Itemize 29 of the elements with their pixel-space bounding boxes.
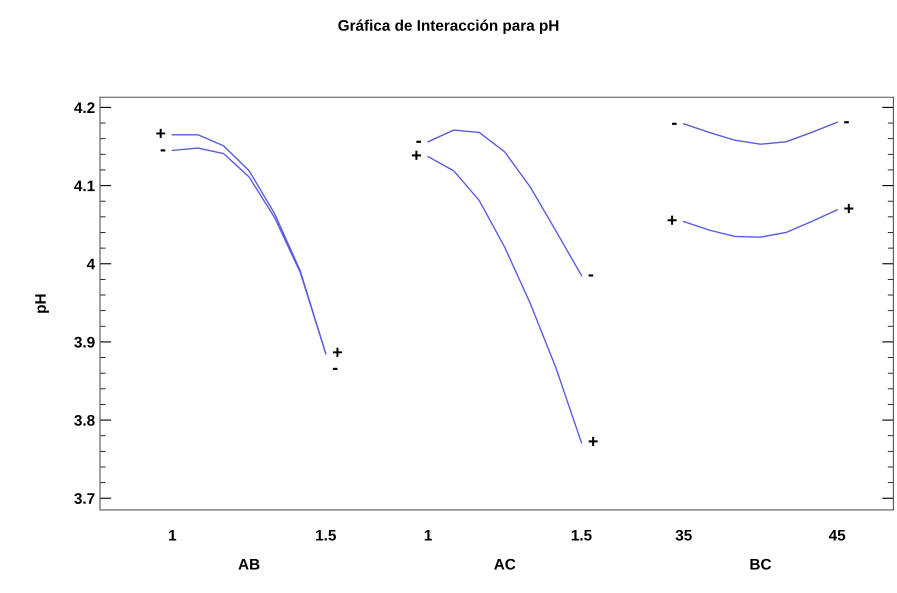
x-tick-label: 45 (828, 530, 846, 541)
x-tick-label: 1.5 (572, 530, 592, 541)
text: + (844, 204, 854, 214)
series-label: - (588, 274, 594, 277)
chart-title: Gráfica de Interacción para pH (338, 19, 558, 34)
text: + (588, 436, 598, 446)
series-label: + (156, 128, 166, 138)
text: + (332, 348, 342, 357)
y-tick-label: 3.8 (74, 414, 95, 426)
y-axis-title: pH (35, 294, 49, 313)
series-label: - (160, 149, 166, 152)
series-label: - (844, 121, 849, 124)
text: - (332, 368, 338, 370)
x-tick-label: 35 (676, 530, 692, 541)
series-label: + (412, 150, 421, 160)
text: - (672, 122, 677, 125)
y-tick-label: 3.9 (74, 336, 95, 348)
x-tick-label: 1 (424, 530, 432, 540)
text: AB (238, 558, 260, 570)
x-tick-label: 1.5 (316, 530, 336, 541)
text: AC (494, 558, 516, 570)
x-tick-label: 1 (169, 530, 176, 540)
text: BC (750, 558, 772, 570)
y-tick-label: 4.1 (74, 180, 95, 192)
y-tick-label: 4.2 (74, 102, 95, 113)
series-label: + (668, 216, 677, 225)
y-tick-label: 3.7 (74, 493, 94, 504)
text: - (416, 140, 421, 143)
y-tick-label: 4 (86, 258, 96, 270)
